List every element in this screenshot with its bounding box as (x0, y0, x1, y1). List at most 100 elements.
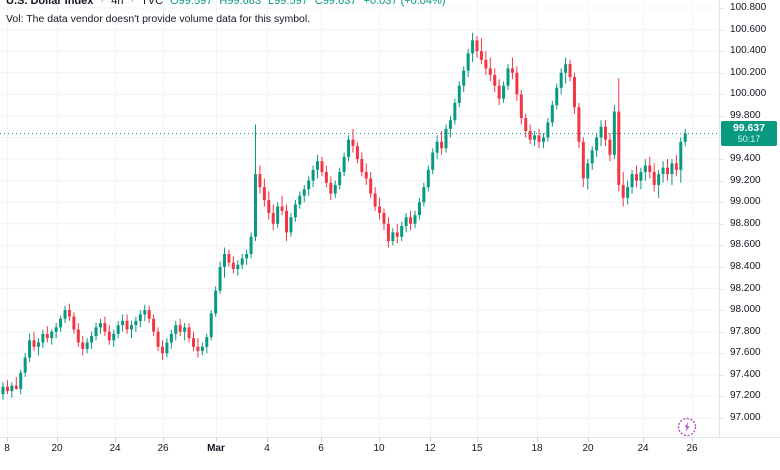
candle (236, 260, 240, 276)
time-axis-tick (267, 438, 268, 442)
candle (209, 310, 213, 341)
candle (72, 312, 76, 334)
candle (298, 191, 302, 209)
candle (395, 223, 399, 244)
price-axis-tick (720, 353, 724, 355)
symbol-title[interactable]: U.S. Dollar Index (6, 0, 94, 7)
price-axis-tick (720, 418, 724, 419)
candle (183, 323, 187, 341)
lightning-event-icon[interactable] (676, 416, 698, 438)
candle (666, 159, 669, 181)
candle (444, 124, 448, 153)
price-axis-tick (720, 8, 724, 9)
candle (280, 195, 284, 216)
candle (515, 66, 519, 101)
candle (453, 98, 457, 125)
candle (32, 331, 36, 352)
candle (621, 172, 625, 207)
candle (218, 261, 222, 294)
candlestick-svg (0, 0, 719, 437)
candle (285, 204, 289, 242)
price-axis-label: 98.600 (730, 239, 761, 251)
candle (28, 333, 32, 362)
candle (626, 180, 630, 205)
candle (320, 156, 324, 177)
time-axis-tick (115, 438, 116, 442)
volume-status-text[interactable]: Vol: The data vendor doesn't provide vol… (6, 13, 311, 25)
candle (413, 210, 417, 229)
candle (329, 176, 333, 201)
candle (178, 318, 182, 336)
candle (568, 59, 572, 82)
candle (316, 154, 320, 179)
candle (125, 314, 129, 334)
candle (630, 169, 634, 194)
candle (612, 105, 616, 160)
price-axis-tick (720, 331, 724, 333)
candle (54, 323, 58, 339)
candle (648, 156, 652, 179)
candle (400, 221, 404, 242)
candle (152, 314, 156, 336)
candle (165, 338, 169, 358)
candle (497, 79, 501, 106)
candle (41, 329, 45, 348)
price-axis-tick (720, 288, 724, 290)
interval-label[interactable]: 4h (111, 0, 124, 7)
candle (50, 329, 54, 345)
candle (1, 382, 5, 400)
symbol-header-row[interactable]: U.S. Dollar Index · 4h · TVC O99.597 H99… (6, 0, 449, 8)
price-axis-label: 100.800 (730, 2, 767, 13)
time-axis-tick (163, 438, 164, 442)
symbol-legend[interactable]: U.S. Dollar Index · 4h · TVC O99.597 H99… (6, 0, 449, 8)
time-axis-tick (321, 438, 322, 442)
time-axis-tick (537, 438, 538, 442)
candle (307, 176, 311, 196)
candle (417, 197, 421, 220)
candle (112, 329, 116, 347)
price-axis-border (719, 0, 720, 437)
candle (386, 217, 390, 248)
ohlc-low: L99.597 (268, 0, 308, 7)
price-axis-label: 100.400 (730, 45, 767, 57)
time-axis-label: Mar (207, 443, 225, 454)
change-value: +0.037 (+0.04%) (363, 0, 446, 7)
candle (227, 249, 231, 267)
ohlc-open: O99.597 (170, 0, 213, 7)
candle (205, 333, 209, 354)
candle (533, 131, 537, 147)
candle (537, 128, 541, 149)
candle (457, 81, 461, 108)
price-axis-tick (720, 115, 724, 117)
candle (643, 159, 647, 181)
price-axis-tick (720, 223, 724, 225)
candle (475, 36, 479, 58)
candle (160, 340, 164, 360)
legend-separator: · (100, 0, 105, 7)
candle (670, 159, 674, 185)
chart-plot-area[interactable]: U.S. Dollar Index · 4h · TVC O99.597 H99… (0, 0, 719, 437)
candle (382, 208, 386, 231)
candle (333, 180, 337, 198)
time-axis-label: 12 (424, 443, 436, 454)
candle (271, 204, 275, 231)
candle (240, 254, 244, 270)
price-axis[interactable]: 100.800 100.600 100.400 100.200 100.000 99.80… (720, 0, 780, 437)
time-axis[interactable]: 8 20 24 26 Mar 4 6 10 12 15 18 20 24 26 (0, 438, 780, 470)
candle (652, 163, 656, 192)
current-price-badge[interactable]: 99.637 50:17 (721, 120, 777, 146)
time-axis-tick (430, 438, 431, 442)
candle (81, 336, 85, 356)
candle (196, 338, 200, 358)
price-axis-label: 98.200 (730, 282, 761, 294)
candle (187, 323, 191, 343)
time-axis-tick (379, 438, 380, 442)
time-axis-label: 6 (318, 443, 324, 454)
candle (67, 303, 71, 321)
candle (214, 286, 218, 317)
candle (276, 202, 280, 229)
candle (679, 137, 683, 183)
candle (519, 90, 523, 125)
price-axis-tick (720, 180, 724, 182)
time-axis-tick (643, 438, 644, 442)
